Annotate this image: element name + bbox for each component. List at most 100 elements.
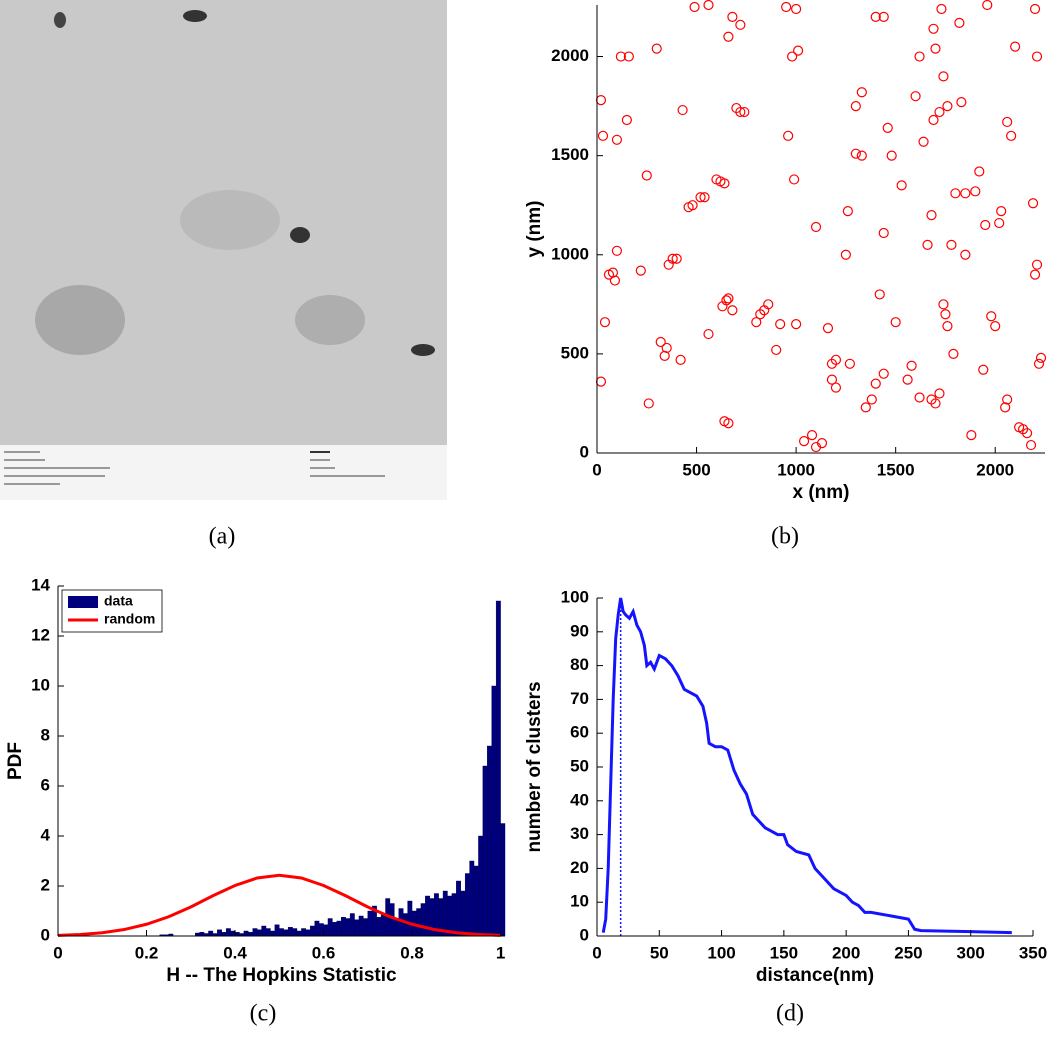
y-tick-label: 2 <box>41 875 50 894</box>
y-tick-label: 100 <box>561 587 589 606</box>
bar <box>358 915 364 937</box>
bar <box>473 865 479 937</box>
x-tick-label: 1500 <box>877 460 915 479</box>
point <box>755 309 766 320</box>
point <box>703 0 714 11</box>
x-tick-label: 100 <box>707 943 735 962</box>
point <box>1006 130 1017 141</box>
point <box>960 188 971 199</box>
point <box>781 1 792 13</box>
x-tick-label: 0.2 <box>135 943 159 962</box>
point <box>870 378 881 389</box>
bar <box>199 932 205 937</box>
y-tick-label: 80 <box>570 655 589 674</box>
point <box>850 100 861 112</box>
point <box>856 150 867 161</box>
particle <box>290 227 310 243</box>
point <box>844 358 855 369</box>
bar <box>221 932 227 937</box>
bar <box>248 932 253 937</box>
dark-region <box>295 295 365 345</box>
bar <box>225 928 231 937</box>
point <box>826 374 838 385</box>
bar <box>420 903 426 937</box>
particle <box>54 12 66 28</box>
x-tick-label: 1000 <box>777 460 815 479</box>
point <box>687 200 698 211</box>
point <box>878 227 889 239</box>
point <box>783 130 794 141</box>
point <box>611 245 623 256</box>
point <box>922 239 933 250</box>
point <box>906 360 917 371</box>
point <box>830 354 842 365</box>
x-tick-label: 0 <box>53 943 62 962</box>
point <box>810 221 822 233</box>
point <box>789 174 800 185</box>
caption: (c) <box>250 1001 277 1027</box>
point <box>641 170 652 181</box>
point <box>934 388 945 399</box>
info-text <box>4 451 385 485</box>
point <box>675 354 686 365</box>
x-tick-label: 250 <box>894 943 922 962</box>
bar <box>451 893 457 937</box>
point <box>926 210 937 221</box>
point <box>1010 41 1021 52</box>
bar <box>425 895 430 937</box>
caption: (b) <box>771 524 799 550</box>
bar <box>301 928 307 937</box>
bar <box>491 685 497 937</box>
dark-region <box>180 190 280 250</box>
legend-swatch <box>68 596 98 608</box>
x-axis-label: distance(nm) <box>756 965 874 986</box>
x-axis-label: x (nm) <box>793 482 850 503</box>
point <box>860 402 871 413</box>
y-tick-label: 6 <box>41 775 50 794</box>
x-tick-label: 200 <box>832 943 860 962</box>
bar <box>341 917 346 937</box>
point <box>703 328 714 340</box>
point <box>723 31 734 42</box>
bar <box>323 924 329 937</box>
point <box>695 192 706 203</box>
bar <box>345 918 351 937</box>
point <box>816 437 828 449</box>
point <box>870 11 881 22</box>
point <box>689 1 700 13</box>
point <box>840 249 851 260</box>
point <box>661 342 672 354</box>
point <box>948 348 959 359</box>
point <box>822 323 834 334</box>
point <box>842 206 853 217</box>
y-tick-label: 2000 <box>551 46 589 65</box>
point <box>727 305 738 316</box>
y-tick-label: 1500 <box>551 145 589 164</box>
bar <box>380 914 386 937</box>
point <box>938 299 949 310</box>
point <box>611 134 623 145</box>
x-tick-label: 0.8 <box>400 943 424 962</box>
point <box>866 394 877 405</box>
point <box>1000 402 1011 413</box>
bar <box>310 925 315 937</box>
bar <box>292 928 298 937</box>
point <box>659 350 670 361</box>
point <box>850 148 861 159</box>
x-tick-label: 0 <box>592 943 601 962</box>
x-tick-label: 1 <box>496 943 505 962</box>
point <box>882 122 893 134</box>
y-axis-label: y (nm) <box>524 201 545 258</box>
point <box>727 11 738 22</box>
bar <box>363 918 369 937</box>
point <box>635 265 646 276</box>
micrograph <box>0 0 447 500</box>
bar <box>318 923 324 937</box>
point <box>942 321 953 332</box>
point <box>643 398 654 409</box>
point <box>1033 358 1045 369</box>
point <box>793 45 804 56</box>
y-tick-label: 30 <box>570 824 589 843</box>
point <box>1031 51 1043 62</box>
point <box>763 299 774 310</box>
